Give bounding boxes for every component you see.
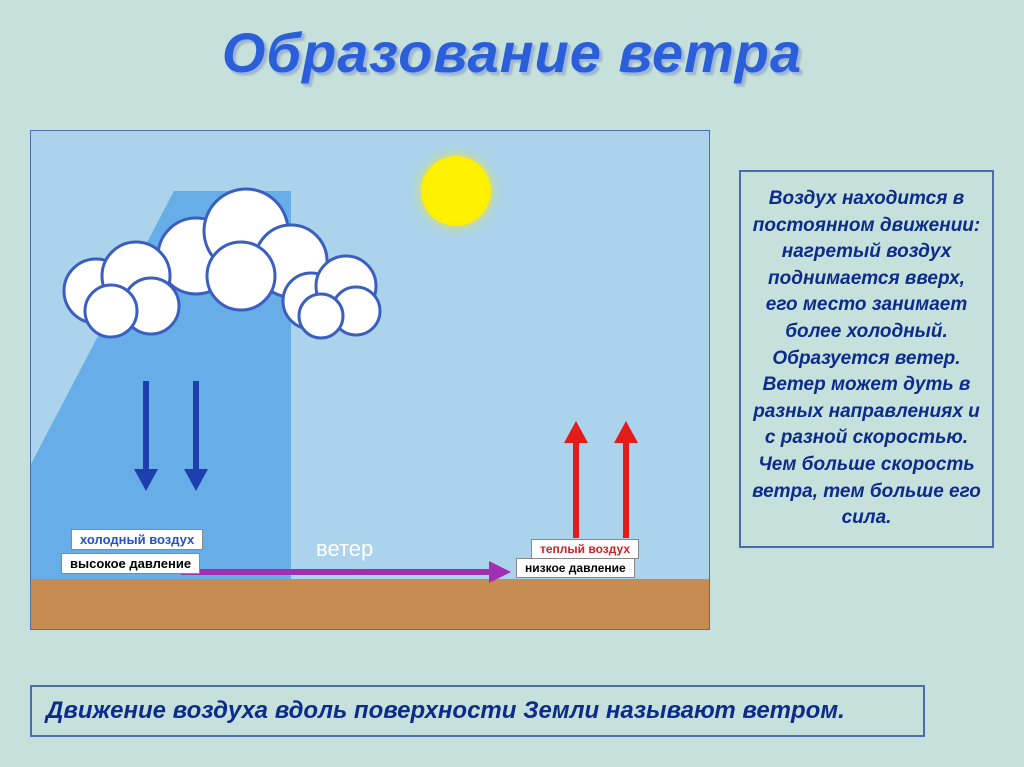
sun-icon xyxy=(421,156,491,226)
wind-label: ветер xyxy=(316,536,373,562)
page-title: Образование ветра xyxy=(0,20,1024,85)
low-pressure-label: низкое давление xyxy=(516,558,635,578)
warm-air-label: теплый воздух xyxy=(531,539,639,559)
definition-box: Движение воздуха вдоль поверхности Земли… xyxy=(30,685,925,737)
cold-air-label: холодный воздух xyxy=(71,529,203,550)
cloud-icon xyxy=(271,246,391,341)
high-pressure-label: высокое давление xyxy=(61,553,200,574)
cloud-icon xyxy=(51,231,191,341)
wind-arrow-icon xyxy=(181,569,491,575)
wind-diagram: холодный воздух высокое давление теплый … xyxy=(30,130,710,630)
ground xyxy=(31,579,709,629)
info-text-box: Воздух находится в постоянном движении: … xyxy=(739,170,994,548)
